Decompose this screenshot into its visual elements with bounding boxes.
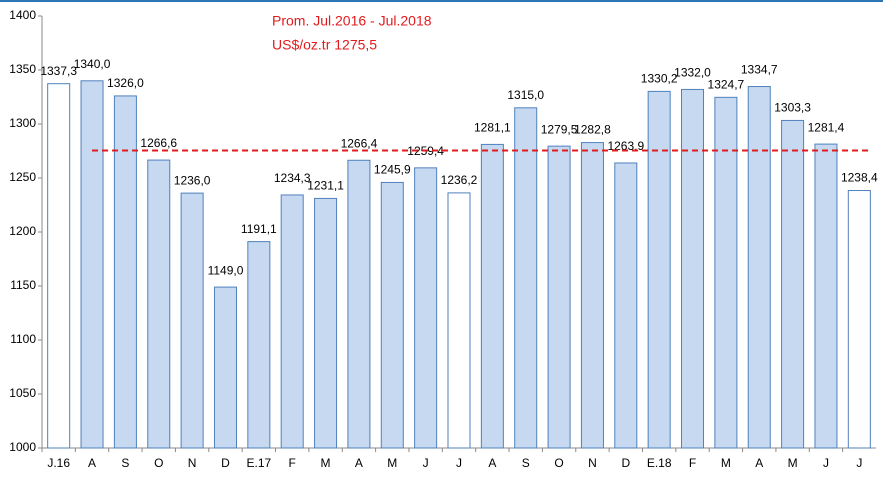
x-tick-label: N <box>588 456 597 470</box>
bar <box>147 159 171 449</box>
x-tick-label: E.18 <box>647 456 672 470</box>
bar <box>714 96 738 449</box>
data-label: 1231,1 <box>307 179 344 193</box>
bar <box>47 83 71 449</box>
x-tick-label: J <box>856 456 862 470</box>
annotation: US$/oz.tr 1275,5 <box>272 37 377 53</box>
bar <box>414 167 438 449</box>
data-label: 1279,5 <box>541 122 578 136</box>
data-label: 1281,1 <box>474 121 511 135</box>
data-label: 1149,0 <box>208 263 244 277</box>
x-tick-label: S <box>522 456 530 470</box>
data-label: 1281,4 <box>808 120 845 134</box>
x-tick-label: F <box>289 456 296 470</box>
data-label: 1332,0 <box>674 66 711 80</box>
top-border <box>0 0 883 2</box>
x-tick-label: J.16 <box>47 456 70 470</box>
bar <box>314 197 338 449</box>
x-tick-label: A <box>88 456 96 470</box>
x-tick-label: A <box>355 456 363 470</box>
x-tick-label: N <box>188 456 197 470</box>
data-label: 1191,1 <box>241 222 277 236</box>
bar <box>747 86 771 449</box>
bar <box>113 95 137 449</box>
annotation: Prom. Jul.2016 - Jul.2018 <box>272 13 432 29</box>
y-tick-label: 1350 <box>9 62 36 76</box>
bar <box>380 181 404 449</box>
data-label: 1282,8 <box>574 123 611 137</box>
y-tick-label: 1400 <box>9 8 36 22</box>
data-label: 1326,0 <box>107 76 144 90</box>
bar <box>347 159 371 449</box>
x-tick-label: J <box>423 456 429 470</box>
y-tick-label: 1050 <box>9 386 36 400</box>
data-label: 1303,3 <box>774 101 811 115</box>
x-tick-label: J <box>456 456 462 470</box>
bar <box>480 143 504 449</box>
data-label: 1315,0 <box>507 88 544 102</box>
x-tick-label: A <box>488 456 496 470</box>
data-label: 1334,7 <box>741 63 778 77</box>
data-label: 1266,4 <box>341 136 378 150</box>
data-label: 1324,7 <box>708 77 745 91</box>
data-label: 1238,4 <box>841 171 878 185</box>
x-tick-label: D <box>221 456 230 470</box>
y-tick-label: 1300 <box>9 116 36 130</box>
x-tick-label: O <box>554 456 563 470</box>
y-tick-label: 1100 <box>10 332 36 346</box>
bar <box>180 192 204 449</box>
bar <box>781 119 805 449</box>
data-label: 1234,3 <box>274 171 311 185</box>
y-tick-label: 1000 <box>9 440 36 454</box>
bar <box>80 80 104 449</box>
bar <box>681 88 705 449</box>
bar <box>580 142 604 449</box>
data-label: 1330,2 <box>641 72 678 86</box>
data-label: 1236,0 <box>174 173 211 187</box>
bar <box>280 194 304 449</box>
bar <box>247 241 271 449</box>
bar <box>547 145 571 449</box>
data-label: 1337,3 <box>40 64 77 78</box>
x-tick-label: J <box>823 456 829 470</box>
bar <box>814 143 838 449</box>
y-tick-label: 1200 <box>9 224 36 238</box>
data-label: 1236,2 <box>441 173 478 187</box>
x-tick-label: E.17 <box>246 456 271 470</box>
x-tick-label: F <box>689 456 696 470</box>
y-tick-label: 1150 <box>10 278 36 292</box>
data-label: 1266,6 <box>140 136 177 150</box>
x-tick-label: M <box>387 456 397 470</box>
bar <box>447 192 471 449</box>
bar <box>847 190 871 449</box>
x-tick-label: M <box>721 456 731 470</box>
bar <box>213 286 237 449</box>
x-tick-label: S <box>121 456 129 470</box>
data-label: 1245,9 <box>374 163 411 177</box>
data-label: 1340,0 <box>74 57 111 71</box>
x-tick-label: A <box>755 456 763 470</box>
bar <box>514 107 538 449</box>
y-tick-label: 1250 <box>9 170 36 184</box>
x-tick-label: O <box>154 456 163 470</box>
bar <box>647 90 671 449</box>
x-tick-label: M <box>321 456 331 470</box>
bar <box>614 162 638 449</box>
x-tick-label: D <box>621 456 630 470</box>
x-tick-label: M <box>788 456 798 470</box>
